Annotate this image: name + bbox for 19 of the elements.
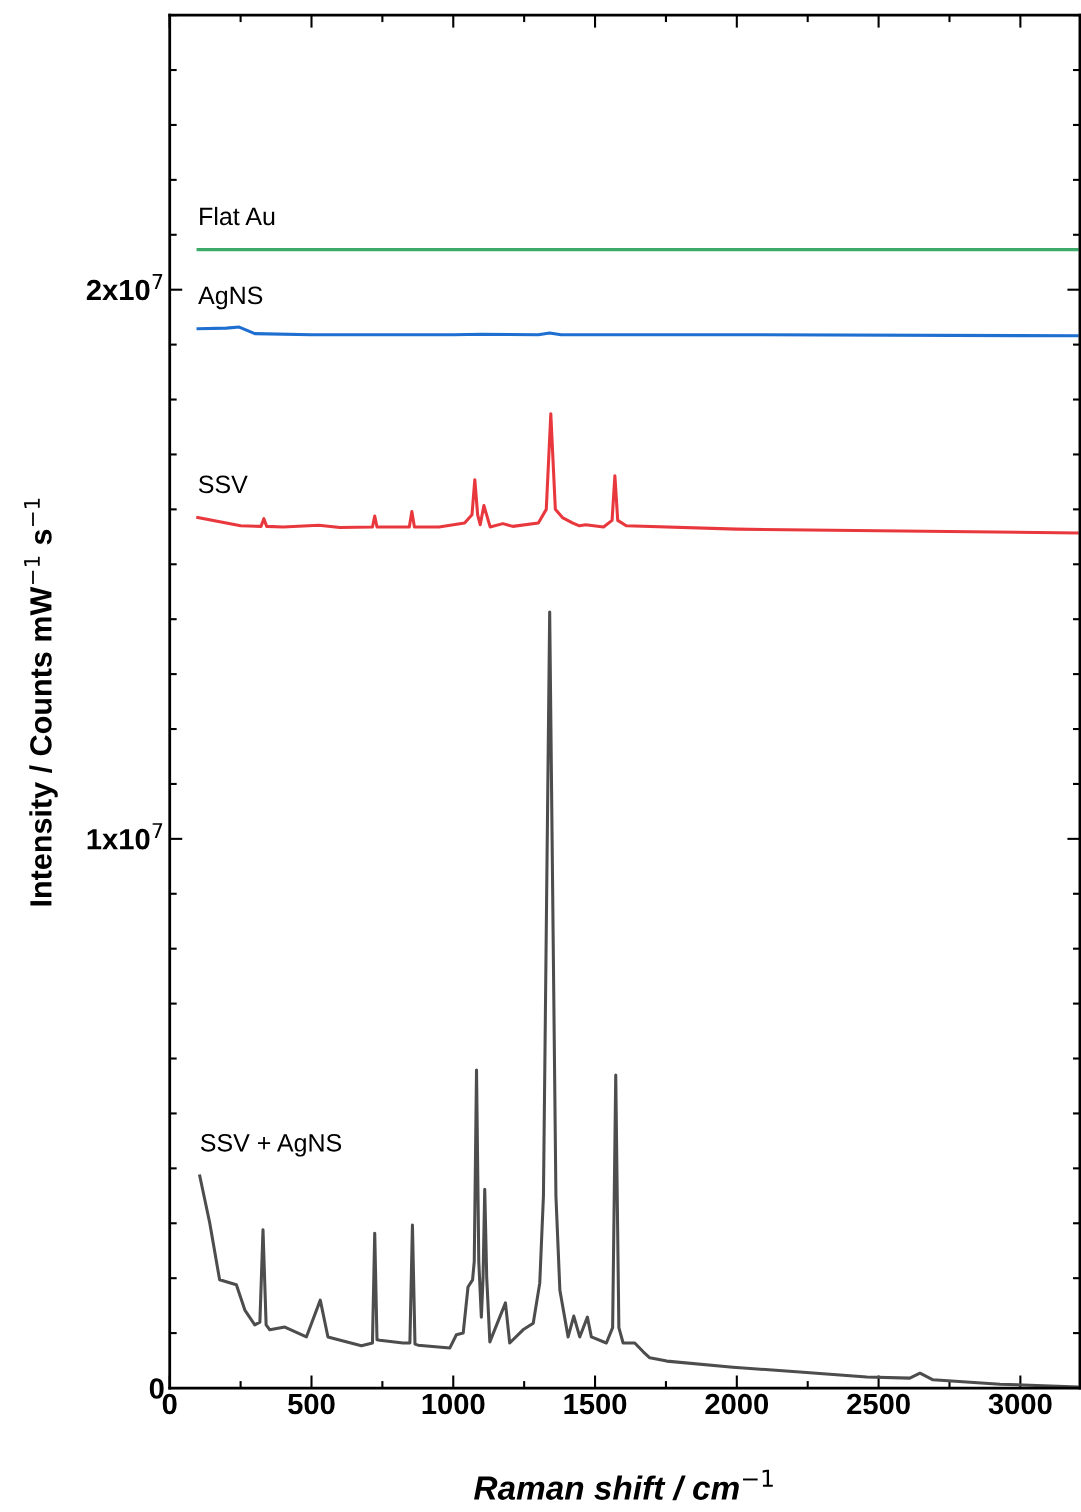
line-series bbox=[196, 412, 1079, 535]
x-tick-label: 0 bbox=[162, 1393, 177, 1415]
x-tick-label: 1500 bbox=[564, 1393, 627, 1415]
series-label: AgNS bbox=[198, 286, 263, 310]
series-label: SSV bbox=[198, 475, 248, 494]
x-tick-label: 1000 bbox=[422, 1393, 485, 1415]
x-tick-label: 3000 bbox=[988, 1393, 1052, 1415]
y-tick-label: 2x10$^{7}$ bbox=[86, 274, 163, 301]
x-tick-label: 2500 bbox=[847, 1393, 910, 1415]
x-tick-label: 500 bbox=[288, 1393, 335, 1415]
y-axis-title: Intensity / Counts mW$^{−1}$ s$^{−1}$ bbox=[24, 498, 58, 906]
x-axis-title: Raman shift / cm$^{−1}$ bbox=[474, 1469, 773, 1501]
series-label: SSV + AgNS bbox=[200, 1133, 342, 1157]
line-series bbox=[198, 610, 1079, 1389]
line-series bbox=[196, 325, 1079, 338]
y-tick-label: 0 bbox=[149, 1378, 164, 1399]
x-tick-label: 2000 bbox=[705, 1393, 769, 1415]
series-label: Flat Au bbox=[200, 206, 275, 226]
y-tick-label: 1x10$^{7}$ bbox=[87, 823, 163, 850]
